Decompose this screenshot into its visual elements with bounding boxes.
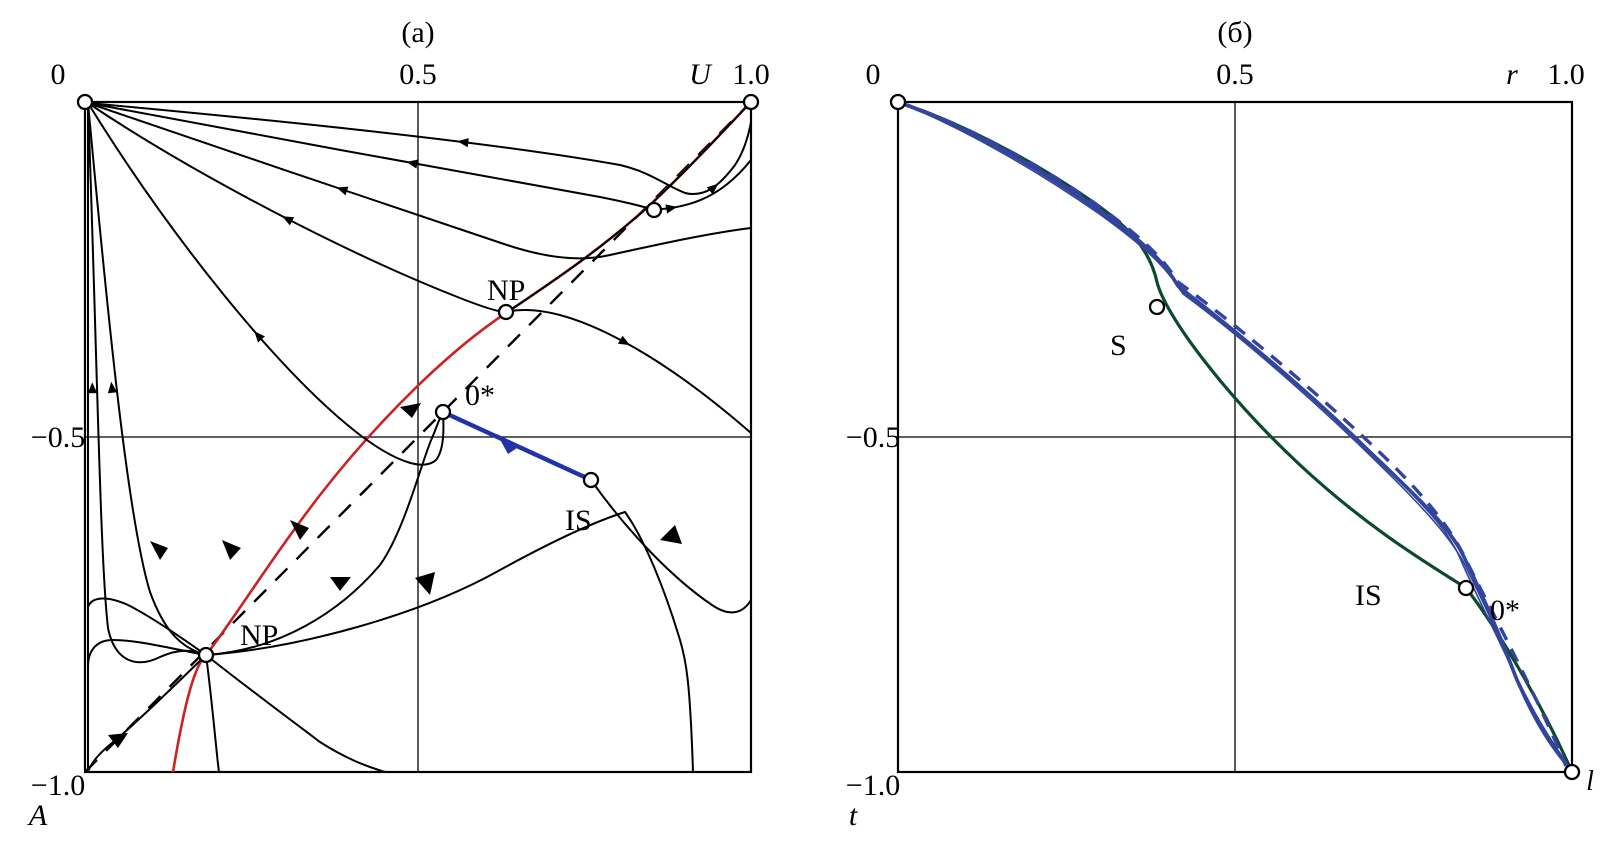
svg-text:(б): (б) [1217,16,1252,49]
svg-text:0.5: 0.5 [399,58,437,91]
svg-text:U: U [689,58,713,91]
svg-text:(a): (a) [401,16,434,49]
svg-text:0*: 0* [1490,594,1520,627]
svg-text:t: t [849,799,858,832]
svg-text:l: l [1586,766,1594,797]
svg-text:−0.5: −0.5 [31,421,85,454]
svg-text:1.0: 1.0 [1547,58,1585,91]
svg-text:IS: IS [565,504,592,537]
svg-text:−1.0: −1.0 [31,769,85,802]
svg-text:−0.5: −0.5 [846,421,900,454]
svg-text:0.5: 0.5 [1216,58,1254,91]
svg-text:1.0: 1.0 [732,58,770,91]
svg-text:NP: NP [240,619,278,652]
svg-text:IS: IS [1355,579,1382,612]
svg-text:S: S [1110,329,1127,362]
svg-text:A: A [27,799,48,832]
svg-text:0: 0 [51,58,66,91]
svg-text:0*: 0* [465,379,495,412]
svg-text:r: r [1506,58,1518,91]
svg-text:−1.0: −1.0 [846,769,900,802]
svg-text:NP: NP [487,274,525,307]
svg-text:0: 0 [866,58,881,91]
